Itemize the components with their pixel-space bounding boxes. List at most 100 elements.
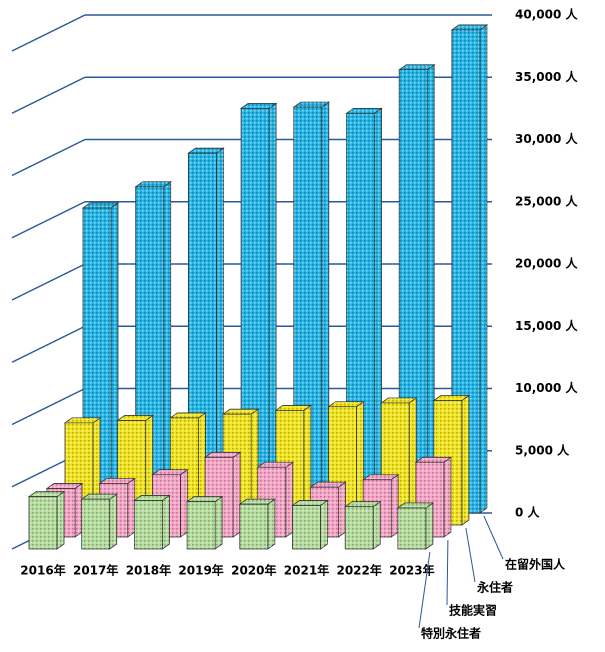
bar — [238, 498, 277, 550]
bar-face — [381, 397, 417, 403]
bar-face — [292, 500, 328, 506]
legend-label: 技能実習 — [449, 603, 497, 618]
bar-face — [310, 482, 346, 488]
bar-face — [163, 181, 171, 513]
bar-face — [345, 501, 381, 507]
bar-face — [363, 474, 399, 480]
y-tick-label: 10,000 人 — [515, 380, 578, 395]
bar-face — [451, 24, 487, 30]
bar-face — [162, 495, 170, 549]
bar-face — [216, 148, 224, 513]
x-tick-label: 2019年 — [178, 563, 223, 578]
y-tick-label: 0 人 — [515, 505, 541, 520]
bar-face — [47, 483, 82, 489]
y-tick-label: 20,000 人 — [515, 256, 578, 271]
bar-face — [29, 496, 57, 549]
grid-line — [11, 387, 86, 426]
grid-line — [11, 325, 86, 363]
bar — [343, 500, 382, 550]
x-tick-label: 2022年 — [336, 563, 381, 578]
bar-face — [239, 499, 275, 505]
bar — [450, 24, 489, 514]
bar-face — [427, 64, 435, 513]
bar-face — [328, 401, 364, 407]
x-tick-label: 2021年 — [284, 563, 329, 578]
bar-face — [223, 409, 259, 415]
bar-face — [399, 64, 435, 70]
x-tick-label: 2016年 — [20, 563, 65, 578]
grid-line — [11, 138, 86, 177]
bar-face — [409, 397, 417, 525]
bar-face — [303, 405, 311, 525]
bar-face — [187, 501, 216, 549]
y-tick-label: 30,000 人 — [515, 131, 578, 146]
bar-face — [461, 395, 469, 525]
bar-face — [57, 491, 64, 549]
legend-label: 永住者 — [476, 580, 513, 595]
bar-face — [345, 506, 374, 549]
bar-face — [285, 462, 293, 537]
grid-line — [11, 14, 86, 52]
bar-face — [321, 102, 329, 513]
bar-face — [127, 478, 135, 537]
bar-face — [233, 452, 241, 537]
legend-label: 特別永住者 — [421, 626, 481, 641]
bar — [396, 502, 435, 550]
grid-line — [11, 263, 86, 301]
bar — [133, 494, 171, 550]
bar-face — [251, 409, 259, 525]
bar-face — [241, 103, 277, 109]
bar-face — [397, 502, 433, 508]
bar-face — [356, 401, 364, 525]
bar-face — [397, 507, 426, 549]
bar-face — [215, 496, 223, 549]
y-tick-label: 15,000 人 — [515, 318, 578, 333]
bar-face — [267, 499, 275, 549]
bar — [80, 493, 118, 550]
bar — [185, 495, 224, 550]
bar-face — [425, 502, 433, 549]
bar-face — [275, 405, 311, 411]
bar-face — [269, 103, 277, 513]
bar — [27, 490, 66, 550]
bar-face — [293, 102, 329, 108]
bar-face — [443, 457, 451, 537]
bar-face — [99, 478, 135, 484]
bar-face — [109, 494, 117, 549]
y-tick-label: 5,000 人 — [515, 442, 570, 457]
bar-face — [152, 469, 188, 475]
bar-face — [374, 108, 382, 513]
bar-face — [320, 500, 328, 549]
bar-face — [134, 500, 163, 549]
bar-face — [65, 417, 100, 423]
x-tick-label: 2020年 — [231, 563, 276, 578]
bar-face — [188, 148, 224, 154]
legend-label: 在留外国人 — [505, 557, 566, 572]
bar-face — [135, 181, 171, 187]
bar-face — [346, 108, 382, 114]
bar-face — [29, 491, 64, 497]
bar-face — [391, 474, 399, 537]
x-tick-label: 2018年 — [126, 563, 171, 578]
y-tick-label: 35,000 人 — [515, 69, 578, 84]
bar-face — [205, 452, 241, 458]
leader-line — [418, 551, 431, 629]
leader-line — [446, 539, 449, 606]
bar-face — [239, 504, 268, 549]
x-tick-label: 2017年 — [73, 563, 118, 578]
bar-face — [257, 462, 293, 468]
bar-face — [117, 415, 153, 421]
bar-face — [180, 469, 188, 537]
y-tick-label: 25,000 人 — [515, 193, 578, 208]
leader-line — [483, 515, 504, 560]
bar-face — [415, 457, 451, 463]
bar — [291, 499, 329, 550]
bar-face — [187, 496, 223, 502]
bar-face — [75, 483, 82, 537]
bar-face — [83, 202, 118, 208]
leader-line — [465, 527, 476, 583]
y-tick-label: 40,000 人 — [515, 7, 578, 22]
bar-face — [433, 395, 469, 401]
grid-line — [11, 201, 86, 239]
